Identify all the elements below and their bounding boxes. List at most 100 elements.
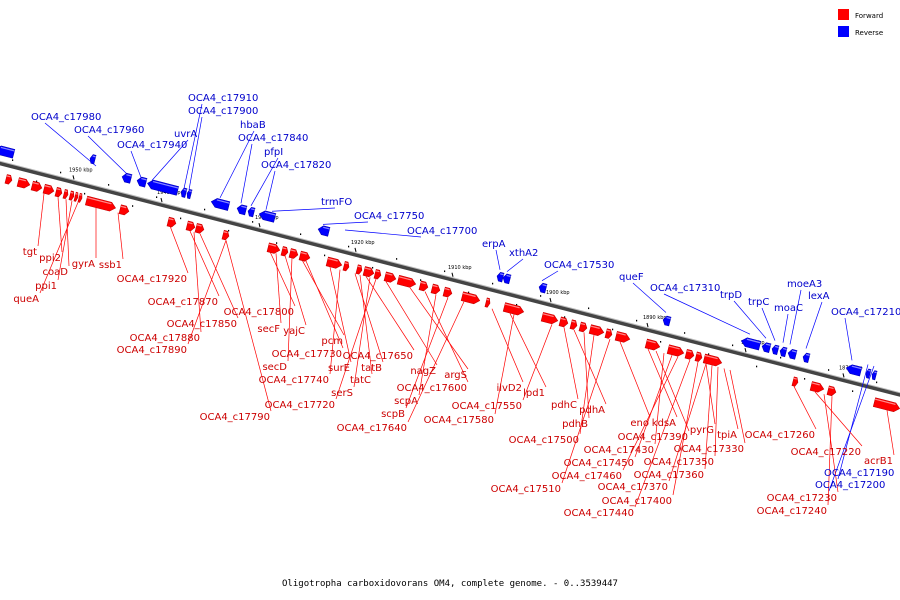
gene-feature	[298, 250, 311, 262]
gene-label[interactable]: OCA4_c17800	[224, 307, 294, 318]
gene-label[interactable]: ssb1	[99, 260, 122, 271]
gene-feature	[460, 291, 481, 305]
gene-label[interactable]: OCA4_c17890	[117, 345, 187, 356]
gene-label[interactable]: coaD	[43, 267, 69, 278]
gene-label[interactable]: OCA4_c17390	[618, 432, 688, 443]
gene-label[interactable]: OCA4_c17820	[261, 160, 331, 171]
gene-label[interactable]: OCA4_c17730	[272, 349, 342, 360]
gene-label[interactable]: scpA	[394, 396, 418, 407]
gene-label[interactable]: OCA4_c17460	[552, 471, 622, 482]
leader-line	[359, 274, 373, 375]
gene-label[interactable]: OCA4_c17400	[602, 496, 672, 507]
gene-label[interactable]: OCA4_c17430	[584, 445, 654, 456]
leader-line	[250, 157, 279, 207]
gene-feature	[180, 187, 188, 198]
gene-label[interactable]: OCA4_c17530	[544, 260, 614, 271]
gene-label[interactable]: moaC	[774, 303, 803, 314]
gene-label[interactable]: OCA4_c17210	[831, 307, 900, 318]
gene-label[interactable]: OCA4_c17510	[491, 484, 561, 495]
gene-label[interactable]: queA	[13, 294, 39, 305]
gene-label[interactable]: OCA4_c17790	[200, 412, 270, 423]
gene-label[interactable]: OCA4_c17190	[824, 468, 894, 479]
gene-label[interactable]: OCA4_c17960	[74, 125, 144, 136]
gene-label[interactable]: secD	[262, 362, 287, 373]
gene-label[interactable]: OCA4_c17920	[117, 274, 187, 285]
gene-label[interactable]: OCA4_c17360	[634, 470, 704, 481]
gene-label[interactable]: trpC	[748, 297, 769, 308]
gene-label[interactable]: lexA	[808, 291, 830, 302]
gene-label[interactable]: gyrA	[72, 259, 95, 270]
gene-label[interactable]: uvrA	[174, 129, 197, 140]
gene-label[interactable]: OCA4_c17260	[745, 430, 815, 441]
gene-label[interactable]: xthA2	[509, 248, 538, 259]
map-caption: Oligotropha carboxidovorans OM4, complet…	[282, 579, 618, 589]
gene-label[interactable]: queF	[619, 272, 644, 283]
gene-feature	[266, 242, 281, 254]
gene-label[interactable]: OCA4_c17700	[407, 226, 477, 237]
gene-label[interactable]: OCA4_c17850	[167, 319, 237, 330]
legend-reverse-swatch	[838, 26, 849, 37]
gene-label[interactable]: eno	[630, 418, 649, 429]
gene-feature	[787, 349, 798, 360]
gene-label[interactable]: OCA4_c17220	[791, 447, 861, 458]
gene-label[interactable]: acrB1	[864, 456, 893, 467]
gene-label[interactable]: OCA4_c17640	[337, 423, 407, 434]
gene-label[interactable]: OCA4_c17500	[509, 435, 579, 446]
gene-label[interactable]: OCA4_c17720	[265, 400, 335, 411]
gene-label[interactable]: ppi2	[39, 253, 61, 264]
gene-label[interactable]: OCA4_c17880	[130, 333, 200, 344]
gene-label[interactable]: pdhA	[579, 405, 605, 416]
gene-label[interactable]: OCA4_c17650	[343, 351, 413, 362]
gene-label[interactable]: OCA4_c17240	[757, 506, 827, 517]
gene-label[interactable]: tgt	[23, 247, 37, 258]
gene-label[interactable]: erpA	[482, 239, 506, 250]
gene-label[interactable]: trmFO	[321, 197, 352, 208]
leader-line	[117, 212, 124, 260]
gene-label[interactable]: secF	[257, 324, 280, 335]
gene-label[interactable]: OCA4_c17840	[238, 133, 308, 144]
gene-label[interactable]: OCA4_c17440	[564, 508, 634, 519]
gene-label[interactable]: argS	[444, 370, 467, 381]
gene-label[interactable]: OCA4_c17230	[767, 493, 837, 504]
gene-label[interactable]: hbaB	[240, 120, 266, 131]
gene-label[interactable]: OCA4_c17550	[452, 401, 522, 412]
gene-label[interactable]: pdhC	[551, 400, 577, 411]
gene-label[interactable]: surE	[328, 363, 350, 374]
gene-label[interactable]: yajC	[283, 326, 305, 337]
gene-label[interactable]: kdsA	[652, 418, 676, 429]
gene-label[interactable]: OCA4_c17350	[644, 457, 714, 468]
gene-label[interactable]: OCA4_c17750	[354, 211, 424, 222]
gene-label[interactable]: OCA4_c17940	[117, 140, 187, 151]
leader-line	[424, 291, 469, 383]
gene-label[interactable]: OCA4_c17200	[815, 480, 885, 491]
gene-label[interactable]: lpd1	[523, 388, 545, 399]
gene-label[interactable]: OCA4_c17330	[674, 444, 744, 455]
gene-label[interactable]: trpD	[720, 290, 742, 301]
gene-label[interactable]: ilvD2	[496, 383, 522, 394]
gene-label[interactable]: pcm	[321, 336, 343, 347]
gene-label[interactable]: pdhB	[562, 419, 588, 430]
gene-label[interactable]: scpB	[381, 409, 405, 420]
gene-feature	[210, 198, 231, 211]
gene-label[interactable]: OCA4_c17580	[424, 415, 494, 426]
gene-label[interactable]: pyrG	[690, 425, 714, 436]
gene-label[interactable]: OCA4_c17870	[148, 297, 218, 308]
gene-label[interactable]: moeA3	[787, 279, 822, 290]
gene-label[interactable]: nagZ	[410, 366, 436, 377]
gene-label[interactable]: OCA4_c17740	[259, 375, 329, 386]
gene-label[interactable]: OCA4_c17980	[31, 112, 101, 123]
gene-label[interactable]: tatB	[361, 363, 382, 374]
gene-label[interactable]: OCA4_c17310	[650, 283, 720, 294]
gene-feature	[442, 286, 453, 298]
gene-label[interactable]: serS	[331, 388, 353, 399]
gene-label[interactable]: OCA4_c17370	[598, 482, 668, 493]
gene-label[interactable]: OCA4_c17900	[188, 106, 258, 117]
gene-feature	[662, 315, 672, 327]
gene-label[interactable]: tpiA	[717, 430, 737, 441]
gene-label[interactable]: pfpI	[264, 147, 283, 158]
gene-label[interactable]: OCA4_c17450	[564, 458, 634, 469]
gene-label[interactable]: OCA4_c17910	[188, 93, 258, 104]
gene-label[interactable]: ppi1	[35, 281, 57, 292]
gene-label[interactable]: OCA4_c17600	[397, 383, 467, 394]
gene-label[interactable]: tatC	[350, 375, 371, 386]
